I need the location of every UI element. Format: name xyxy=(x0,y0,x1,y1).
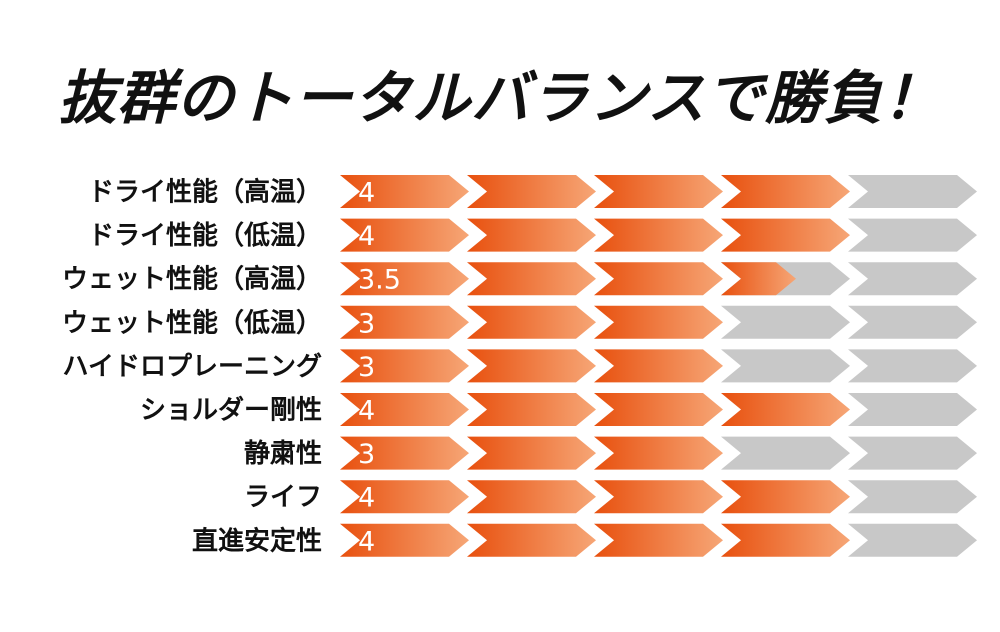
category-label: ハイドロプレーニング xyxy=(63,352,322,382)
empty-segment xyxy=(848,480,977,514)
chart-title: 抜群のトータルバランスで勝負！ xyxy=(58,64,942,132)
category-label: 直進安定性 xyxy=(192,525,322,556)
category-label: ウェット性能（低温） xyxy=(62,307,322,338)
value-label: 3 xyxy=(358,352,375,383)
filled-segment xyxy=(467,436,596,470)
empty-segment xyxy=(848,218,977,252)
filled-segment xyxy=(467,393,596,426)
filled-segment xyxy=(340,349,469,383)
empty-segment xyxy=(848,436,977,470)
empty-segment xyxy=(848,393,977,426)
filled-segment xyxy=(467,523,596,557)
rating-row: ライフ 4 xyxy=(244,480,977,514)
filled-segment xyxy=(594,480,723,514)
filled-segment xyxy=(467,305,596,339)
empty-segment xyxy=(721,305,850,339)
filled-segment xyxy=(340,218,469,252)
value-label: 4 xyxy=(358,178,375,209)
filled-segment xyxy=(594,393,723,426)
filled-segment xyxy=(340,480,469,514)
category-label: ショルダー剛性 xyxy=(140,395,322,426)
filled-segment xyxy=(594,305,723,339)
empty-segment xyxy=(721,436,850,470)
empty-segment xyxy=(848,262,977,296)
filled-segment xyxy=(721,480,850,514)
filled-segment xyxy=(594,349,723,383)
rating-row: 静粛性 3 xyxy=(244,436,977,470)
rating-row: ウェット性能（高温） 3.5 xyxy=(62,262,977,296)
filled-segment xyxy=(340,523,469,557)
empty-segment xyxy=(848,305,977,339)
value-label: 4 xyxy=(358,396,375,427)
value-label: 4 xyxy=(358,526,375,557)
empty-segment xyxy=(721,349,850,383)
filled-segment xyxy=(340,175,469,208)
value-label: 3 xyxy=(358,308,375,339)
filled-segment xyxy=(467,480,596,514)
category-label: ウェット性能（高温） xyxy=(62,264,322,295)
category-label: 静粛性 xyxy=(244,438,322,469)
filled-segment xyxy=(594,436,723,470)
empty-segment xyxy=(848,349,977,383)
filled-segment xyxy=(340,436,469,470)
rating-row: ドライ性能（低温） 4 xyxy=(88,218,977,252)
filled-segment xyxy=(340,262,469,296)
empty-segment xyxy=(848,175,977,208)
filled-segment xyxy=(467,349,596,383)
category-label: ドライ性能（高温） xyxy=(88,177,322,208)
value-label: 3.5 xyxy=(358,265,401,296)
rating-row: ショルダー剛性 4 xyxy=(140,393,977,427)
filled-segment xyxy=(340,393,469,426)
filled-segment xyxy=(467,218,596,252)
filled-segment xyxy=(721,218,850,252)
partial-segment xyxy=(721,262,796,296)
category-label: ドライ性能（低温） xyxy=(88,220,322,251)
filled-segment xyxy=(721,393,850,426)
filled-segment xyxy=(594,175,723,208)
rating-row: ドライ性能（高温） 4 xyxy=(88,175,977,209)
value-label: 3 xyxy=(358,439,375,470)
value-label: 4 xyxy=(358,483,375,514)
filled-segment xyxy=(594,218,723,252)
rating-row: ウェット性能（低温） 3 xyxy=(62,305,977,339)
category-label: ライフ xyxy=(244,483,322,513)
value-label: 4 xyxy=(358,221,375,252)
filled-segment xyxy=(721,523,850,557)
empty-segment xyxy=(848,523,977,557)
filled-segment xyxy=(467,262,596,296)
filled-segment xyxy=(340,305,469,339)
filled-segment xyxy=(594,262,723,296)
filled-segment xyxy=(467,175,596,208)
rating-row: 直進安定性 4 xyxy=(192,523,977,557)
filled-segment xyxy=(721,175,850,208)
rating-row: ハイドロプレーニング 3 xyxy=(63,349,977,383)
filled-segment xyxy=(594,523,723,557)
